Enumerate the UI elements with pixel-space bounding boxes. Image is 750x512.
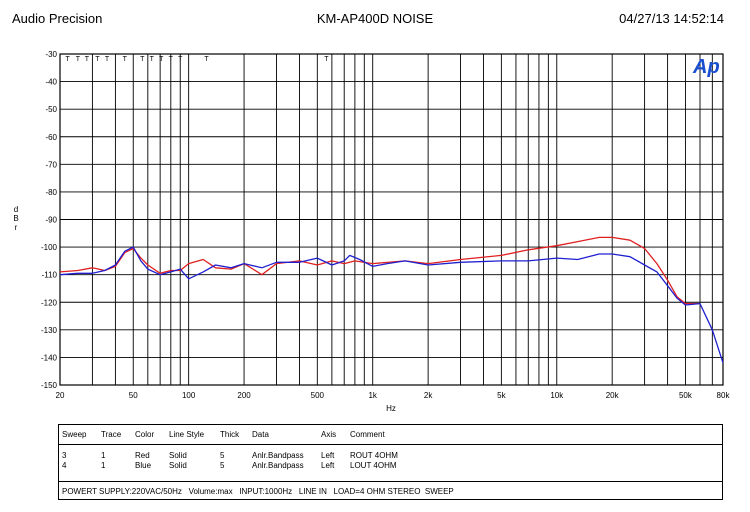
x-tick-label: 5k — [497, 391, 506, 400]
legend-axis: Left — [321, 451, 335, 460]
legend-axis: Left — [321, 461, 335, 470]
legend-data: Anlr.Bandpass — [252, 461, 304, 470]
legend-color: Red — [135, 451, 150, 460]
legend-sweep: 3 — [62, 451, 67, 460]
graph-title: KM-AP400D NOISE — [316, 11, 434, 26]
legend-row: 4 1 Blue Solid 5 Anlr.Bandpass Left LOUT… — [59, 461, 722, 471]
y-tick-label: -30 — [45, 50, 57, 59]
t-marker: T — [85, 56, 90, 63]
series-lines — [59, 236, 724, 364]
app-title: Audio Precision — [12, 11, 103, 26]
y-tick-label: -80 — [45, 188, 57, 197]
legend-trace: 1 — [101, 451, 106, 460]
legend-header-comment: Comment — [350, 430, 385, 439]
legend-color: Blue — [135, 461, 152, 470]
t-marker: T — [123, 56, 128, 63]
y-tick-label: -50 — [45, 105, 57, 114]
grid — [60, 54, 723, 385]
legend-header-line-style: Line Style — [169, 430, 205, 439]
t-marker: T — [324, 56, 329, 63]
t-marker: T — [159, 56, 164, 63]
legend-sweep: 4 — [62, 461, 67, 470]
x-tick-label: 200 — [237, 391, 251, 400]
y-tick-label: -140 — [41, 353, 58, 362]
x-tick-label: 500 — [311, 391, 325, 400]
y-tick-label: -150 — [41, 381, 58, 390]
legend-comment: ROUT 4OHM — [350, 451, 398, 460]
y-tick-label: -60 — [45, 133, 57, 142]
legend-header-row: Sweep Trace Color Line Style Thick Data … — [59, 430, 722, 442]
legend-line-style: Solid — [169, 451, 187, 460]
legend-header-axis: Axis — [321, 430, 337, 439]
y-tick-label: -70 — [45, 160, 57, 169]
t-marker: T — [65, 56, 70, 63]
legend-divider — [59, 481, 722, 482]
y-tick-label: -40 — [45, 78, 57, 87]
legend-divider — [59, 444, 722, 445]
legend-data: Anlr.Bandpass — [252, 451, 304, 460]
legend-table: Sweep Trace Color Line Style Thick Data … — [58, 424, 723, 500]
legend-header-trace: Trace — [101, 430, 122, 439]
y-tick-label: -110 — [42, 271, 58, 280]
legend-header-data: Data — [252, 430, 269, 439]
timestamp: 04/27/13 14:52:14 — [619, 11, 724, 26]
t-marker: T — [169, 56, 174, 63]
y-tick-label: -90 — [45, 216, 57, 225]
x-tick-label: 80k — [717, 391, 731, 400]
t-marker: T — [178, 56, 183, 63]
x-axis-label: Hz — [386, 404, 396, 413]
x-tick-label: 20k — [606, 391, 620, 400]
test-conditions: POWERT SUPPLY:220VAC/50Hz Volume:max INP… — [62, 487, 454, 496]
t-marker: T — [150, 56, 155, 63]
x-tick-label: 10k — [550, 391, 564, 400]
y-tick-label: -120 — [41, 298, 58, 307]
x-tick-label: 50k — [679, 391, 693, 400]
t-marker: T — [105, 56, 110, 63]
series-line-2 — [59, 246, 724, 364]
legend-thick: 5 — [220, 461, 225, 470]
tick-labels: -30 -40 -50 -60 -70 -80 -90 -100 -110 -120 -130 -14… — [41, 50, 730, 400]
legend-line-style: Solid — [169, 461, 187, 470]
legend-header-thick: Thick — [220, 430, 240, 439]
legend-header-sweep: Sweep — [62, 430, 87, 439]
x-tick-label: 1k — [368, 391, 377, 400]
y-tick-label: -100 — [41, 243, 58, 252]
t-marker: T — [140, 56, 145, 63]
legend-thick: 5 — [220, 451, 225, 460]
x-tick-label: 2k — [424, 391, 433, 400]
t-marker: T — [204, 56, 209, 63]
x-tick-label: 100 — [182, 391, 196, 400]
ap-logo: Ap — [692, 56, 720, 78]
y-tick-label: -130 — [41, 326, 58, 335]
ap-logo-text: Ap — [692, 56, 720, 78]
x-tick-label: 20 — [56, 391, 65, 400]
legend-header-color: Color — [135, 430, 155, 439]
t-marker: T — [76, 56, 81, 63]
series-line-1 — [59, 236, 700, 305]
legend-trace: 1 — [101, 461, 106, 470]
legend-comment: LOUT 4OHM — [350, 461, 397, 470]
legend-row: 3 1 Red Solid 5 Anlr.Bandpass Left ROUT … — [59, 451, 722, 461]
x-tick-label: 50 — [129, 391, 138, 400]
t-marker: T — [95, 56, 100, 63]
